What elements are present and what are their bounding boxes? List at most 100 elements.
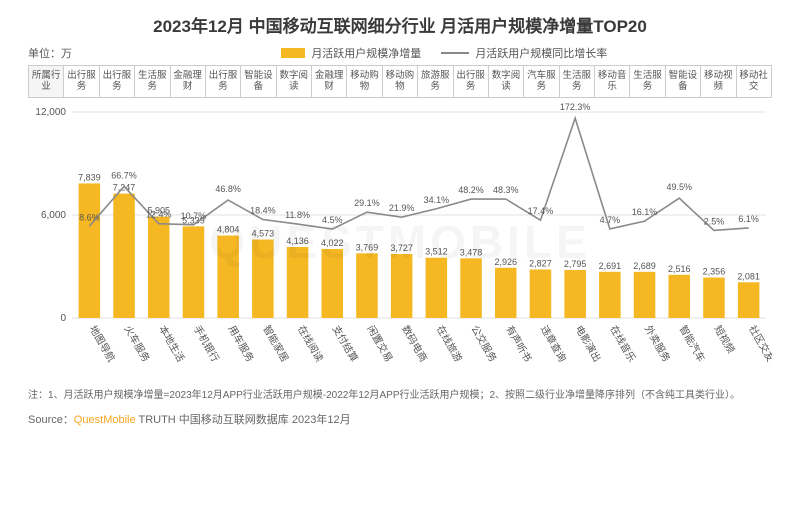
growth-label: 8.6%	[79, 212, 100, 222]
bar-value-label: 2,795	[564, 259, 587, 269]
category-label: 公交服务	[468, 323, 499, 364]
bar	[321, 249, 343, 318]
category-label: 社区交友	[746, 323, 772, 364]
bar	[356, 253, 378, 318]
header-cell: 移动购物	[347, 66, 382, 97]
bar-value-label: 2,356	[703, 266, 726, 276]
growth-label: 49.5%	[666, 182, 692, 192]
category-label: 手机银行	[191, 323, 222, 364]
growth-label: 48.2%	[458, 185, 484, 195]
bar	[599, 272, 621, 318]
bar-value-label: 4,573	[252, 228, 275, 238]
header-cell: 金融理财	[312, 66, 347, 97]
growth-label: 16.1%	[632, 207, 658, 217]
category-label: 火车服务	[121, 323, 152, 364]
header-first-cell: 所属行业	[29, 66, 64, 97]
legend-line-swatch	[441, 52, 469, 54]
bar-value-label: 2,081	[737, 271, 760, 281]
bar-value-label: 4,136	[286, 236, 309, 246]
bar	[287, 247, 309, 318]
legend-bar-swatch	[281, 48, 305, 58]
bar	[217, 235, 239, 317]
bar-value-label: 2,691	[599, 261, 622, 271]
growth-label: 12.4%	[146, 209, 172, 219]
header-cell: 出行服务	[454, 66, 489, 97]
bar	[79, 183, 101, 318]
footnote: 注：1、月活跃用户规模净增量=2023年12月APP行业活跃用户规模-2022年…	[28, 388, 772, 403]
header-cell: 移动购物	[383, 66, 418, 97]
unit-label: 单位：万	[28, 45, 72, 61]
bar	[564, 270, 586, 318]
bar-value-label: 3,512	[425, 246, 448, 256]
growth-label: 17.4%	[528, 206, 554, 216]
header-cell: 智能设备	[666, 66, 701, 97]
category-label: 在线旅游	[434, 323, 465, 364]
growth-label: 4.7%	[600, 215, 621, 225]
growth-label: 46.8%	[215, 184, 241, 194]
growth-label: 48.3%	[493, 185, 519, 195]
legend: 月活跃用户规模净增量 月活跃用户规模同比增长率	[281, 45, 607, 61]
header-cell: 金融理财	[171, 66, 206, 97]
category-label: 本地生活	[156, 323, 187, 364]
bar	[183, 226, 205, 318]
chart-svg: 06,00012,0007,8397,2475,9055,3394,8044,5…	[28, 102, 772, 382]
growth-label: 66.7%	[111, 170, 137, 180]
bar	[634, 272, 656, 318]
bar-value-label: 7,247	[113, 182, 136, 192]
growth-label: 2.5%	[704, 216, 725, 226]
growth-label: 34.1%	[424, 195, 450, 205]
bar	[703, 277, 725, 317]
header-cell: 移动视频	[701, 66, 736, 97]
svg-text:6,000: 6,000	[41, 210, 66, 221]
category-label: 数码电商	[399, 323, 430, 364]
growth-label: 11.8%	[285, 210, 310, 220]
bar-value-label: 3,769	[356, 242, 379, 252]
bar-value-label: 2,689	[633, 261, 656, 271]
growth-label: 4.5%	[322, 215, 343, 225]
header-cell: 旅游服务	[418, 66, 453, 97]
category-label: 智能家居	[260, 323, 291, 364]
source-brand: QuestMobile	[74, 414, 136, 426]
bar	[113, 193, 135, 317]
header-cell: 移动音乐	[595, 66, 630, 97]
bar	[495, 268, 517, 318]
category-label: 有声听书	[503, 323, 534, 364]
svg-text:0: 0	[60, 313, 66, 324]
header-cell: 移动社交	[737, 66, 771, 97]
source-line: Source：QuestMobile TRUTH 中国移动互联网数据库 2023…	[28, 411, 772, 427]
unit-legend-row: 单位：万 月活跃用户规模净增量 月活跃用户规模同比增长率	[28, 45, 772, 61]
header-cell: 出行服务	[100, 66, 135, 97]
category-label: 外卖服务	[642, 323, 673, 364]
header-cell: 出行服务	[206, 66, 241, 97]
bar	[668, 275, 690, 318]
bar-value-label: 4,022	[321, 238, 344, 248]
category-label: 违章查询	[538, 323, 569, 364]
growth-label: 21.9%	[389, 203, 415, 213]
bar	[460, 258, 482, 318]
legend-line-label: 月活跃用户规模同比增长率	[475, 45, 607, 61]
bar-value-label: 2,827	[529, 258, 552, 268]
bar	[530, 269, 552, 318]
header-cell: 汽车服务	[524, 66, 559, 97]
bar	[426, 257, 448, 317]
category-label: 短视频	[711, 323, 737, 355]
category-label: 地图导航	[87, 323, 118, 364]
header-cell: 生活服务	[135, 66, 170, 97]
growth-label: 29.1%	[354, 198, 380, 208]
bar-value-label: 7,839	[78, 172, 101, 182]
category-label: 在线音乐	[607, 323, 638, 364]
svg-text:12,000: 12,000	[35, 107, 66, 118]
industry-header-row: 所属行业出行服务出行服务生活服务金融理财出行服务智能设备数字阅读金融理财移动购物…	[28, 65, 772, 98]
legend-line: 月活跃用户规模同比增长率	[441, 45, 607, 61]
bar	[738, 282, 760, 318]
category-label: 电影演出	[573, 323, 604, 364]
legend-bar: 月活跃用户规模净增量	[281, 45, 421, 61]
growth-label: 6.1%	[738, 214, 759, 224]
header-cell: 数字阅读	[489, 66, 524, 97]
bar	[148, 216, 170, 317]
bar-value-label: 2,926	[494, 257, 517, 267]
category-label: 支付结算	[330, 323, 361, 364]
growth-label: 18.4%	[250, 205, 276, 215]
source-prefix: Source：	[28, 414, 74, 426]
chart-area: QUESTMOBILE 06,00012,0007,8397,2475,9055…	[28, 102, 772, 382]
